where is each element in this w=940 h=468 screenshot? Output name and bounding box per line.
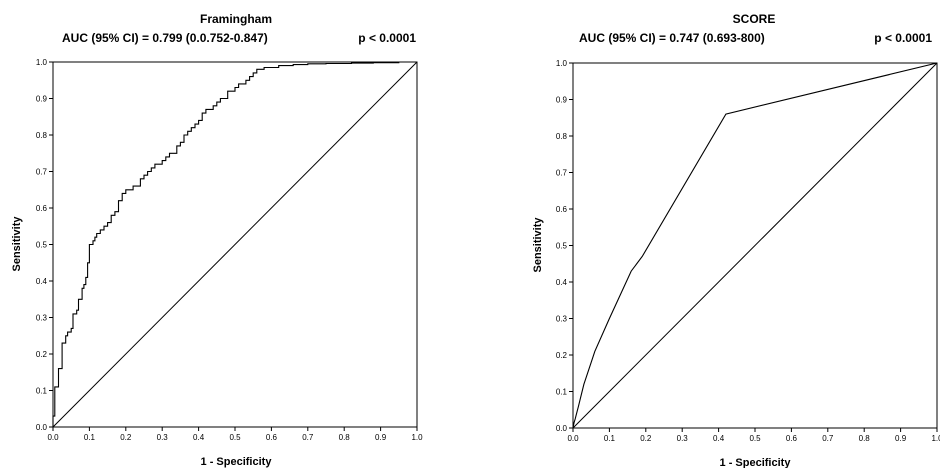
x-tick-label: 0.4	[713, 434, 725, 443]
x-tick-label: 0.5	[749, 434, 761, 443]
y-tick-label: 0.2	[556, 351, 568, 360]
roc-curve	[572, 62, 938, 429]
p-value-label: p < 0.0001	[874, 31, 932, 45]
y-tick-label: 0.1	[36, 387, 48, 396]
y-tick-label: 1.0	[36, 58, 48, 67]
y-axis-ticks: 0.0 0.1 0.2 0.3 0.4 0.5 0.6 0.7 0.8 0.9 1.0	[36, 58, 53, 432]
x-tick-label: 0.8	[339, 433, 351, 442]
chart-subtitle: AUC (95% CI) = 0.747 (0.693-800)	[579, 31, 765, 45]
reference-diagonal	[572, 62, 938, 429]
score-panel: SCORE AUC (95% CI) = 0.747 (0.693-800) p…	[532, 12, 940, 468]
x-tick-label: 0.4	[193, 433, 205, 442]
series-lines	[52, 61, 418, 428]
y-tick-label: 0.0	[556, 424, 568, 433]
y-axis-label: Sensitivity	[11, 216, 23, 272]
chart-subtitle: AUC (95% CI) = 0.799 (0.0.752-0.847)	[62, 31, 268, 45]
y-tick-label: 0.4	[36, 277, 48, 286]
x-tick-label: 0.3	[677, 434, 689, 443]
y-tick-label: 0.9	[556, 96, 568, 105]
x-axis-label: 1 - Specificity	[720, 457, 792, 468]
y-tick-label: 1.0	[556, 59, 568, 68]
x-tick-label: 0.0	[567, 434, 579, 443]
x-tick-label: 0.3	[157, 433, 169, 442]
x-tick-label: 0.6	[266, 433, 278, 442]
y-tick-label: 0.0	[36, 423, 48, 432]
x-tick-label: 0.1	[84, 433, 96, 442]
x-tick-label: 0.6	[786, 434, 798, 443]
y-tick-label: 0.8	[556, 132, 568, 141]
x-tick-label: 0.1	[604, 434, 616, 443]
x-axis-ticks: 0.0 0.1 0.2 0.3 0.4 0.5 0.6 0.7 0.8 0.9 1.0	[47, 427, 423, 442]
x-tick-label: 1.0	[411, 433, 423, 442]
chart-title: Framingham	[200, 12, 272, 26]
roc-curve	[52, 61, 417, 427]
y-tick-label: 0.7	[556, 169, 568, 178]
y-tick-label: 0.6	[556, 205, 568, 214]
x-axis-ticks: 0.0 0.1 0.2 0.3 0.4 0.5 0.6 0.7 0.8 0.9 1.0	[567, 428, 940, 443]
framingham-panel: Framingham AUC (95% CI) = 0.799 (0.0.752…	[11, 12, 423, 468]
x-tick-label: 1.0	[931, 434, 940, 443]
y-tick-label: 0.3	[556, 315, 568, 324]
y-tick-label: 0.9	[36, 95, 48, 104]
y-tick-label: 0.5	[36, 241, 48, 250]
x-tick-label: 0.2	[640, 434, 652, 443]
x-tick-label: 0.7	[822, 434, 834, 443]
y-tick-label: 0.4	[556, 278, 568, 287]
chart-title: SCORE	[733, 12, 776, 26]
x-tick-label: 0.9	[895, 434, 907, 443]
y-axis-label: Sensitivity	[532, 217, 544, 273]
x-tick-label: 0.7	[302, 433, 314, 442]
y-tick-label: 0.6	[36, 204, 48, 213]
y-tick-label: 0.7	[36, 168, 48, 177]
y-tick-label: 0.1	[556, 388, 568, 397]
y-tick-label: 0.3	[36, 314, 48, 323]
x-tick-label: 0.0	[47, 433, 59, 442]
reference-diagonal	[52, 61, 418, 428]
y-tick-label: 0.8	[36, 131, 48, 140]
y-axis-ticks: 0.0 0.1 0.2 0.3 0.4 0.5 0.6 0.7 0.8 0.9 1.0	[556, 59, 573, 433]
x-tick-label: 0.2	[120, 433, 132, 442]
x-tick-label: 0.5	[229, 433, 241, 442]
y-tick-label: 0.2	[36, 350, 48, 359]
x-axis-label: 1 - Specificity	[201, 456, 273, 468]
series-lines	[572, 62, 938, 429]
x-tick-label: 0.9	[375, 433, 387, 442]
p-value-label: p < 0.0001	[358, 31, 416, 45]
x-tick-label: 0.8	[859, 434, 871, 443]
y-tick-label: 0.5	[556, 242, 568, 251]
